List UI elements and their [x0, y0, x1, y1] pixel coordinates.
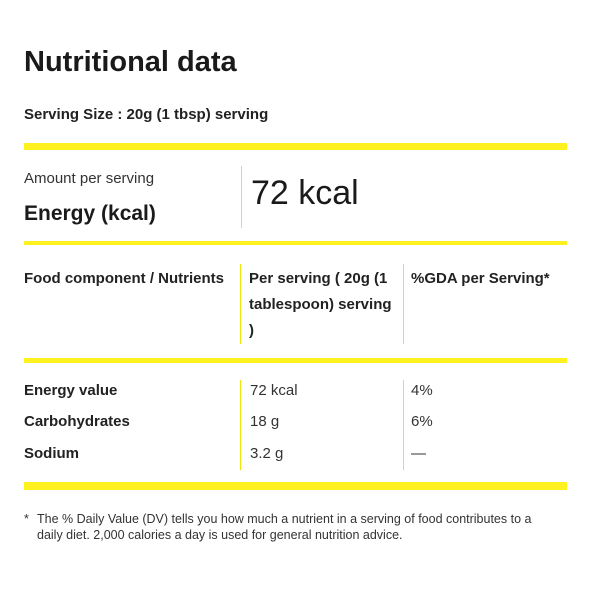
- energy-divider-line: [241, 166, 242, 228]
- header-per-serving: Per serving ( 20g (1 tablespoon) serving…: [249, 270, 392, 339]
- footnote-asterisk: *: [24, 512, 29, 526]
- page-title: Nutritional data: [24, 46, 237, 78]
- rows-divider-line-1: [240, 380, 241, 470]
- divider-bar-bottom: [24, 482, 567, 490]
- energy-value: 72 kcal: [251, 174, 359, 212]
- row-component: Energy value: [24, 382, 118, 399]
- row-per-serving: 3.2 g: [250, 445, 284, 462]
- footnote: * The % Daily Value (DV) tells you how m…: [24, 511, 554, 543]
- row-gda: 4%: [411, 382, 433, 399]
- table-row: Energy value 72 kcal 4%: [24, 379, 567, 403]
- header-divider-line-2: [403, 264, 404, 344]
- header-divider-line-1: [240, 264, 241, 344]
- divider-bar-header: [24, 241, 567, 245]
- row-component: Sodium: [24, 445, 79, 462]
- divider-bar-top: [24, 143, 567, 150]
- row-per-serving: 18 g: [250, 413, 280, 430]
- header-food-component: Food component / Nutrients: [24, 270, 224, 287]
- header-gda: %GDA per Serving*: [411, 270, 550, 287]
- row-per-serving: 72 kcal: [250, 382, 298, 399]
- divider-bar-rows: [24, 358, 567, 363]
- row-component: Carbohydrates: [24, 413, 130, 430]
- table-row: Carbohydrates 18 g 6%: [24, 410, 567, 434]
- row-gda: —: [411, 445, 426, 462]
- amount-per-serving-label: Amount per serving: [24, 170, 155, 187]
- energy-label: Energy (kcal): [24, 202, 156, 225]
- table-row: Sodium 3.2 g —: [24, 442, 567, 466]
- rows-divider-line-2: [403, 380, 404, 470]
- serving-size: Serving Size : 20g (1 tbsp) serving: [24, 106, 269, 123]
- footnote-text: The % Daily Value (DV) tells you how muc…: [37, 512, 532, 542]
- row-gda: 6%: [411, 413, 433, 430]
